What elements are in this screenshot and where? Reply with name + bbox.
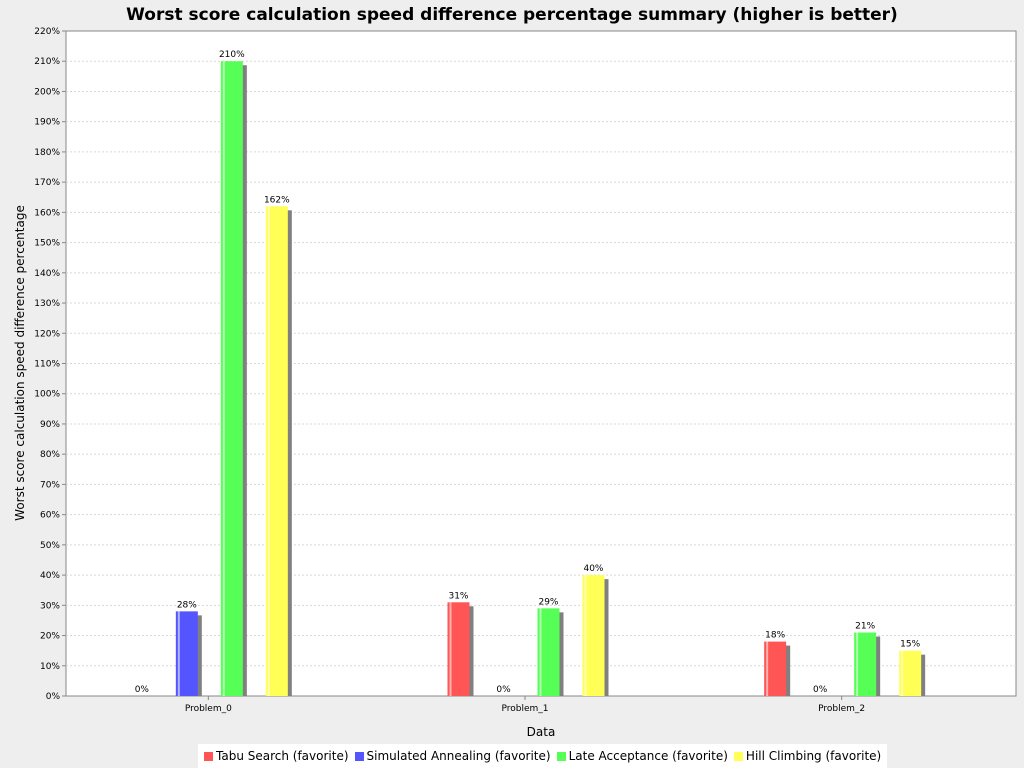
legend: Tabu Search (favorite) Simulated Annealin…: [198, 744, 888, 768]
y-tick-label: 70%: [40, 480, 60, 490]
y-tick-label: 180%: [34, 148, 60, 158]
bar-highlight: [766, 641, 769, 696]
bar: [265, 206, 288, 696]
y-tick-label: 110%: [34, 360, 60, 370]
bars: [175, 61, 926, 696]
x-axis-ticks: Problem_0 Problem_1 Problem_2: [185, 696, 865, 714]
y-tick-label: 90%: [40, 420, 60, 430]
data-label: 162%: [264, 195, 290, 205]
bar: [175, 611, 198, 696]
y-tick-label: 30%: [40, 601, 60, 611]
data-label: 15%: [900, 640, 920, 650]
y-tick-label: 80%: [40, 450, 60, 460]
x-tick-label: Problem_0: [185, 704, 232, 714]
bar-highlight: [267, 206, 270, 696]
data-label: 0%: [813, 685, 828, 695]
y-tick-label: 50%: [40, 541, 60, 551]
legend-swatch: [556, 751, 566, 761]
y-tick-label: 120%: [34, 329, 60, 339]
y-tick-label: 20%: [40, 632, 60, 642]
bar: [764, 641, 787, 696]
bar: [854, 632, 877, 696]
x-axis-label: Data: [527, 725, 556, 739]
bar-highlight: [584, 575, 587, 696]
legend-label: Late Acceptance (favorite): [568, 749, 728, 763]
bar: [537, 608, 560, 696]
y-tick-label: 140%: [34, 269, 60, 279]
y-tick-label: 160%: [34, 208, 60, 218]
y-axis-ticks: 0% 10% 20% 30% 40% 50% 60% 70% 80% 90% 100% 110% 120…: [34, 27, 66, 702]
bar: [220, 61, 243, 696]
y-tick-label: 100%: [34, 390, 60, 400]
legend-item: Hill Climbing (favorite): [733, 749, 882, 763]
bar-highlight: [449, 602, 452, 696]
data-label: 31%: [448, 591, 468, 601]
y-tick-label: 190%: [34, 118, 60, 128]
bar: [899, 650, 922, 696]
y-tick-label: 130%: [34, 299, 60, 309]
legend-label: Simulated Annealing (favorite): [366, 749, 551, 763]
data-labels: 0% 28% 210% 162% 31% 0% 29% 40% 18% 0% 21% 15%: [135, 50, 921, 695]
y-tick-label: 220%: [34, 27, 60, 37]
legend-item: Late Acceptance (favorite): [556, 749, 728, 763]
data-label: 18%: [765, 631, 785, 641]
bar-highlight: [901, 650, 904, 696]
data-label: 29%: [538, 597, 558, 607]
bar-highlight: [177, 611, 180, 696]
y-tick-label: 10%: [40, 662, 60, 672]
y-axis-label: Worst score calculation speed difference…: [13, 205, 27, 521]
x-tick-label: Problem_2: [818, 704, 865, 714]
data-label: 0%: [496, 685, 511, 695]
chart-title: Worst score calculation speed difference…: [126, 5, 898, 25]
y-tick-label: 170%: [34, 178, 60, 188]
bar: [582, 575, 605, 696]
legend-item: Simulated Annealing (favorite): [354, 749, 551, 763]
bar-highlight: [539, 608, 542, 696]
legend-label: Hill Climbing (favorite): [745, 749, 882, 763]
data-label: 28%: [177, 600, 197, 610]
bar: [447, 602, 470, 696]
y-tick-label: 40%: [40, 571, 60, 581]
data-label: 40%: [583, 564, 603, 574]
legend-label: Tabu Search (favorite): [216, 749, 349, 763]
bar-highlight: [222, 61, 225, 696]
bar-highlight: [856, 632, 859, 696]
x-tick-label: Problem_1: [501, 704, 548, 714]
legend-swatch: [354, 751, 364, 761]
data-label: 21%: [855, 622, 875, 632]
y-tick-label: 0%: [46, 692, 61, 702]
y-tick-label: 60%: [40, 511, 60, 521]
legend-swatch: [733, 751, 743, 761]
plot-area: [65, 30, 1017, 697]
y-tick-label: 210%: [34, 57, 60, 67]
legend-item: Tabu Search (favorite): [204, 749, 349, 763]
data-label: 0%: [135, 685, 150, 695]
data-label: 210%: [219, 50, 245, 60]
y-tick-label: 150%: [34, 239, 60, 249]
y-tick-label: 200%: [34, 87, 60, 97]
legend-swatch: [204, 751, 213, 761]
